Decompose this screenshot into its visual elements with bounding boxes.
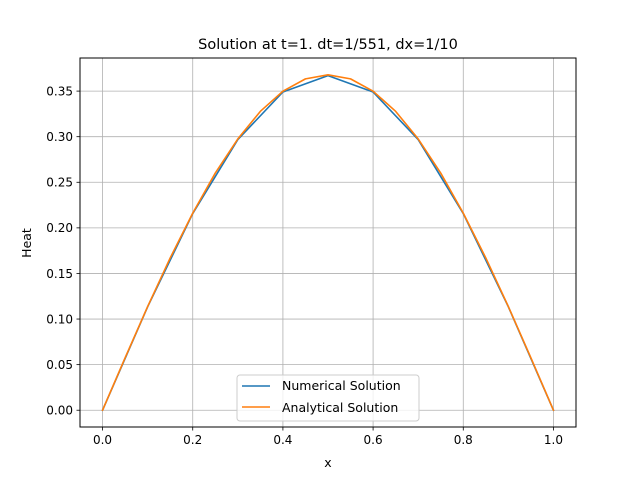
legend-numerical-label: Numerical Solution	[282, 378, 401, 393]
x-tick-label: 0.6	[364, 433, 383, 447]
x-tick-label: 1.0	[544, 433, 563, 447]
axes-frame	[79, 57, 577, 428]
y-tick-label: 0.35	[46, 84, 73, 98]
x-tick-label: 0.2	[183, 433, 202, 447]
legend: Numerical Solution Analytical Solution	[236, 374, 420, 422]
y-tick-label: 0.15	[46, 267, 73, 281]
legend-analytical-label: Analytical Solution	[282, 400, 398, 415]
y-axis-ticks: 0.00 0.05 0.10 0.15 0.20 0.25 0.30 0.35	[46, 84, 80, 418]
chart-title: Solution at t=1. dt=1/551, dx=1/10	[198, 37, 458, 53]
y-tick-label: 0.10	[46, 312, 73, 326]
y-axis-label: Heat	[19, 228, 34, 258]
y-tick-label: 0.30	[46, 130, 73, 144]
y-tick-label: 0.05	[46, 358, 73, 372]
x-tick-label: 0.4	[273, 433, 292, 447]
x-tick-label: 0.8	[454, 433, 473, 447]
y-tick-label: 0.00	[46, 404, 73, 418]
x-axis-label: x	[324, 455, 331, 470]
x-tick-label: 0.0	[93, 433, 112, 447]
x-axis-ticks: 0.0 0.2 0.4 0.6 0.8 1.0	[93, 427, 563, 447]
y-tick-label: 0.20	[46, 221, 73, 235]
legend-box	[236, 374, 420, 422]
series-layer	[101, 73, 555, 412]
y-tick-label: 0.25	[46, 176, 73, 190]
analytical-solution-line	[101, 73, 555, 412]
